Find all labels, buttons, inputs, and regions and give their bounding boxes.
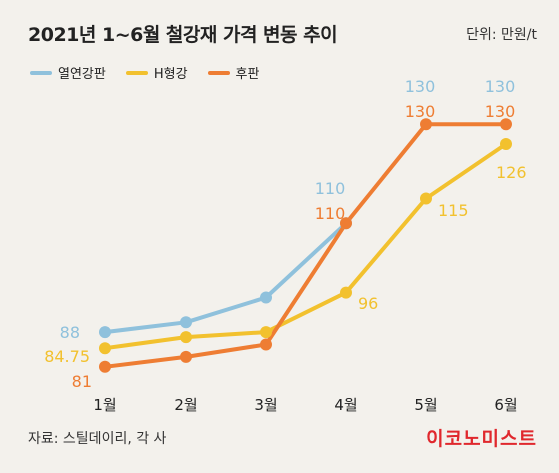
series-line-hot-rolled [103, 221, 348, 335]
data-label-h-beam-5: 115 [438, 201, 469, 220]
legend-label-plate: 후판 [235, 67, 260, 82]
data-point-h-beam-3 [260, 326, 272, 339]
data-label-plate-6: 130 [485, 102, 516, 121]
legend-item-plate: 후판 [207, 63, 260, 82]
legend-item-h-beam: H형강 [125, 63, 188, 82]
chart-title: 2021년 1~6월 철강재 가격 변동 추이 [28, 24, 338, 46]
data-point-plate-2 [180, 350, 192, 363]
data-point-h-beam-5 [420, 192, 432, 205]
data-label-hot-rolled-1: 88 [60, 323, 80, 342]
legend-item-hot-rolled: 열연강판 [30, 63, 106, 82]
legend-swatch-plate [207, 70, 230, 75]
data-point-hot-rolled-3 [260, 291, 272, 304]
data-point-hot-rolled-1 [99, 326, 111, 339]
data-label-h-beam-4: 96 [358, 294, 378, 313]
series-line-h-beam [103, 142, 508, 351]
legend: 열연강판 H형강 후판 [30, 63, 259, 82]
data-point-h-beam-4 [340, 286, 352, 299]
legend-swatch-h-beam [125, 70, 148, 75]
x-tick-label-1: 1월 [93, 396, 116, 414]
data-label-hot-rolled-5: 130 [405, 77, 436, 96]
x-tick-label-4: 4월 [334, 396, 357, 414]
data-label-plate-5: 130 [405, 102, 436, 121]
data-point-h-beam-1 [99, 342, 111, 355]
data-point-plate-5 [420, 118, 432, 131]
unit-label: 단위: 만원/t [466, 27, 537, 43]
data-label-h-beam-1: 84.75 [44, 347, 90, 366]
source-note: 자료: 스틸데이리, 각 사 [28, 431, 167, 447]
x-tick-label-3: 3월 [254, 396, 277, 414]
data-label-hot-rolled-4: 110 [315, 179, 346, 198]
brand-logo: 이코노미스트 [426, 428, 537, 450]
data-point-plate-6 [500, 118, 512, 131]
data-label-h-beam-6: 126 [496, 163, 527, 182]
data-point-h-beam-6 [500, 138, 512, 150]
data-label-plate-4: 110 [315, 204, 346, 223]
x-tick-label-6: 6월 [494, 396, 517, 414]
legend-swatch-hot-rolled [30, 70, 52, 75]
data-point-hot-rolled-2 [180, 316, 192, 329]
data-point-plate-4 [340, 217, 352, 230]
data-label-plate-1: 81 [72, 372, 92, 391]
x-tick-label-2: 2월 [174, 396, 197, 414]
data-point-plate-1 [99, 360, 111, 373]
legend-label-h-beam: H형강 [153, 67, 188, 82]
x-tick-label-5: 5월 [414, 396, 437, 414]
data-label-hot-rolled-6: 130 [485, 77, 516, 96]
legend-label-hot-rolled: 열연강판 [58, 67, 106, 82]
series-line-plate [103, 122, 508, 369]
data-point-plate-3 [260, 338, 272, 351]
data-point-h-beam-2 [180, 331, 192, 344]
